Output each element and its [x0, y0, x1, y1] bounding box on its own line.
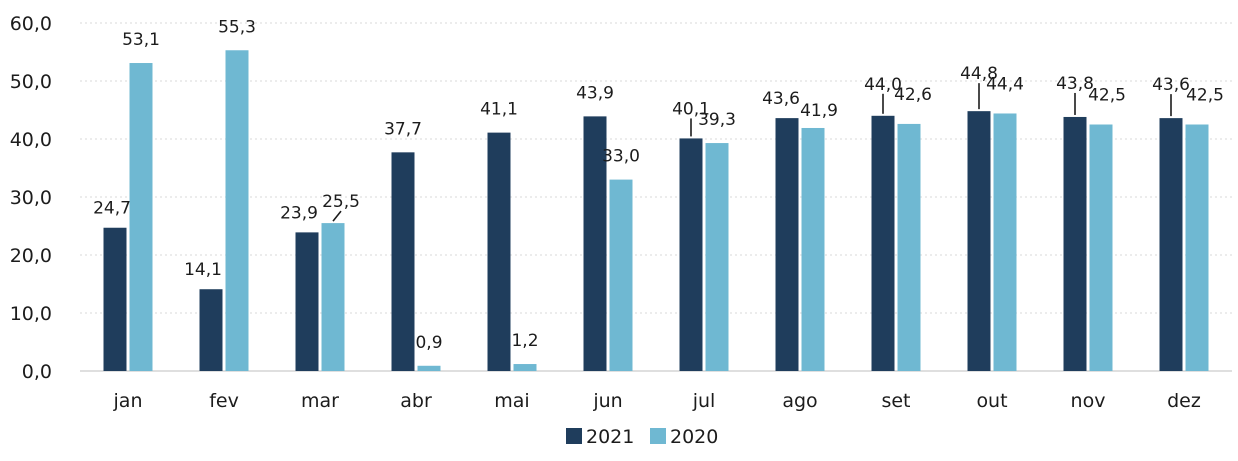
data-label-2021-dez: 43,6: [1152, 75, 1190, 95]
label-leader-line: [332, 210, 342, 222]
bar-2020-jun: [609, 179, 633, 371]
bar-2020-mai: [513, 364, 537, 371]
data-label-2021-jan: 24,7: [93, 199, 131, 219]
data-label-2021-jul: 40,1: [672, 99, 710, 119]
x-tick-label: mai: [494, 390, 529, 412]
bar-2021-jul: [679, 138, 703, 371]
x-tick-label: ago: [782, 390, 817, 412]
bar-2020-ago: [801, 127, 825, 371]
data-label-2020-jun: 33,0: [602, 147, 640, 167]
data-label-2021-set: 44,0: [864, 75, 902, 95]
data-label-2020-fev: 55,3: [218, 17, 256, 37]
y-tick-label: 10,0: [10, 303, 52, 325]
data-label-2021-jun: 43,9: [576, 83, 614, 103]
data-label-2020-out: 44,4: [986, 74, 1024, 94]
bar-2020-abr: [417, 365, 441, 371]
data-label-2020-jul: 39,3: [698, 110, 736, 130]
data-label-2021-mai: 41,1: [480, 100, 518, 120]
data-label-2021-nov: 43,8: [1056, 74, 1094, 94]
x-axis: jan fev mar abr mai jun jul ago set out nov dez: [113, 390, 1201, 412]
bar-2021-mar: [295, 232, 319, 371]
data-label-2021-out: 44,8: [960, 64, 998, 84]
legend-label-2021: 2021: [586, 426, 634, 448]
bar-2020-jan: [129, 63, 153, 372]
bar-2021-jan: [103, 227, 127, 371]
x-tick-label: set: [881, 390, 910, 412]
bar-2021-nov: [1063, 116, 1087, 372]
legend-swatch-2020: [650, 428, 666, 444]
bar-2021-fev: [199, 289, 223, 371]
bar-2020-mar: [321, 223, 345, 371]
y-tick-label: 0,0: [22, 361, 52, 383]
x-tick-label: mar: [301, 390, 339, 412]
bar-2021-set: [871, 115, 895, 371]
bar-2021-abr: [391, 152, 415, 371]
x-tick-label: abr: [400, 390, 432, 412]
data-label-2021-abr: 37,7: [384, 119, 422, 139]
data-label-2020-mai: 1,2: [511, 331, 538, 351]
data-label-2020-abr: 0,9: [415, 333, 442, 353]
bar-2020-out: [993, 113, 1017, 371]
data-label-2020-ago: 41,9: [800, 101, 838, 121]
data-label-2021-mar: 23,9: [280, 203, 318, 223]
x-tick-label: out: [976, 390, 1007, 412]
data-label-2021-ago: 43,6: [762, 89, 800, 109]
legend: 2021 2020: [566, 426, 718, 448]
x-tick-label: fev: [209, 390, 239, 412]
bar-2021-out: [967, 111, 991, 371]
bar-2020-fev: [225, 50, 249, 371]
x-tick-label: dez: [1167, 390, 1201, 412]
data-label-2021-fev: 14,1: [184, 260, 222, 280]
bars: [103, 50, 1209, 372]
bar-2020-jul: [705, 143, 729, 371]
data-label-2020-jan: 53,1: [122, 30, 160, 50]
x-tick-label: nov: [1071, 390, 1106, 412]
x-tick-label: jul: [692, 390, 716, 412]
y-tick-label: 30,0: [10, 187, 52, 209]
bar-2021-ago: [775, 118, 799, 372]
bar-2021-mai: [487, 132, 511, 371]
y-tick-label: 40,0: [10, 129, 52, 151]
bar-2021-dez: [1159, 118, 1183, 372]
bar-2020-dez: [1185, 124, 1209, 371]
data-label-2020-mar: 25,5: [322, 192, 360, 212]
x-tick-label: jun: [592, 390, 622, 412]
x-tick-label: jan: [113, 390, 143, 412]
bar-2020-set: [897, 123, 921, 371]
data-label-2020-set: 42,6: [894, 85, 932, 105]
legend-swatch-2021: [566, 428, 582, 444]
bar-2020-nov: [1089, 124, 1113, 371]
y-tick-label: 20,0: [10, 245, 52, 267]
y-tick-label: 50,0: [10, 71, 52, 93]
data-label-2020-dez: 42,5: [1186, 86, 1224, 106]
data-label-2020-nov: 42,5: [1088, 86, 1126, 106]
bar-2021-jun: [583, 116, 607, 371]
gridlines: [80, 22, 1232, 372]
y-axis: 0,0 10,0 20,0 30,0 40,0 50,0 60,0: [10, 13, 52, 383]
data-labels: 24,7 53,1 14,1 55,3 23,925,5 37,7 0,9 41,1 1,2 43…: [93, 17, 1224, 353]
y-tick-label: 60,0: [10, 13, 52, 35]
legend-label-2020: 2020: [670, 426, 718, 448]
